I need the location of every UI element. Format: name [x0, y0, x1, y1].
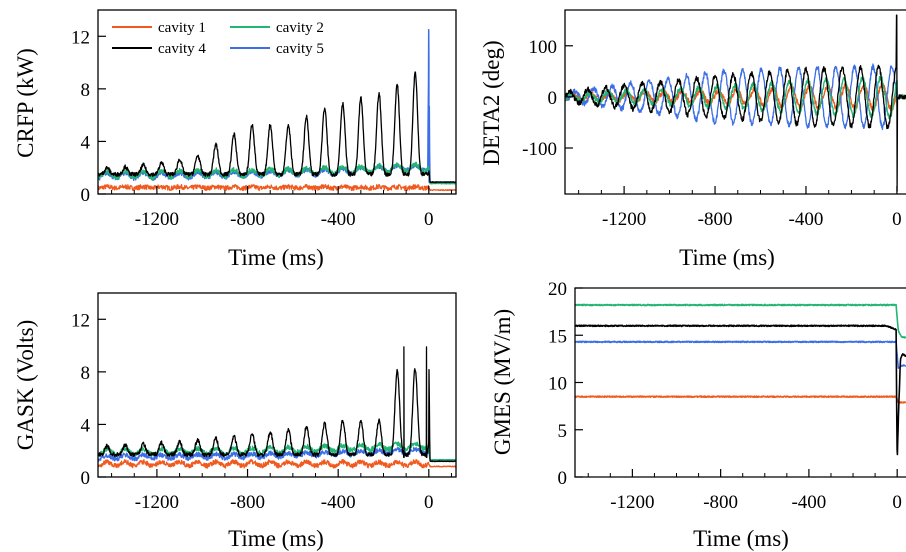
x-tick-label-crfp--400: -400 [321, 209, 356, 230]
x-tick-label-deta2--1200: -1200 [602, 209, 646, 230]
legend-label-cavity-1: cavity 1 [158, 20, 206, 36]
y-tick-label-deta2-100: 100 [529, 37, 558, 58]
legend-label-cavity-5: cavity 5 [276, 41, 324, 57]
x-tick-label-deta2--800: -800 [698, 209, 733, 230]
series-deta2-cavity-4 [565, 14, 906, 193]
ticks-crfp: -1200 -800 -400 0 0 4 8 12 [71, 27, 452, 230]
y-tick-label-gmes-5: 5 [558, 421, 568, 442]
plot-frame-crfp [97, 9, 457, 195]
plot-frame-gmes [574, 287, 906, 478]
y-tick-label-gmes-15: 15 [548, 326, 567, 347]
series-gask-cavity-1 [98, 458, 456, 469]
panel-deta2: -1200 -800 -400 0 -100 0 100 Time (ms) DETA2 (… [479, 9, 906, 270]
x-tick-label-gask--400: -400 [321, 492, 356, 513]
y-tick-label-gask-8: 8 [81, 363, 91, 384]
y-tick-label-deta2-0: 0 [548, 88, 558, 109]
x-tick-label-deta2--400: -400 [789, 209, 824, 230]
y-axis-title-crfp: CRFP (kW) [13, 48, 38, 158]
series-crfp-cavity-1 [98, 183, 456, 192]
ticks-gask: -1200 -800 -400 0 0 4 8 12 [71, 310, 452, 513]
y-tick-label-deta2--100: -100 [522, 139, 557, 160]
y-tick-label-gask-0: 0 [81, 468, 91, 489]
y-tick-label-crfp-8: 8 [81, 80, 91, 101]
x-tick-label-gmes-0: 0 [892, 492, 902, 513]
plot-frame-gask [97, 292, 457, 478]
x-tick-label-gask-0: 0 [424, 492, 434, 513]
x-tick-label-crfp--800: -800 [230, 209, 265, 230]
series-group-gask [98, 346, 456, 469]
x-axis-title-gask: Time (ms) [228, 526, 324, 551]
x-axis-title-gmes: Time (ms) [693, 526, 789, 551]
x-tick-label-gmes--800: -800 [703, 492, 738, 513]
series-gmes-cavity-2 [575, 303, 906, 339]
panel-gmes: -1200 -800 -400 0 0 5 10 15 20 Time (ms) GMES (M… [490, 279, 906, 551]
x-tick-label-crfp--1200: -1200 [135, 209, 179, 230]
x-axis-title-crfp: Time (ms) [228, 245, 324, 270]
series-group-deta2 [565, 14, 906, 193]
x-axis-title-deta2: Time (ms) [679, 245, 775, 270]
x-tick-label-crfp-0: 0 [424, 209, 434, 230]
y-axis-title-gask: GASK (Volts) [13, 320, 38, 451]
ticks-gmes: -1200 -800 -400 0 0 5 10 15 20 [548, 279, 902, 513]
y-tick-label-gmes-0: 0 [558, 468, 568, 489]
x-tick-label-gmes--400: -400 [791, 492, 826, 513]
x-tick-label-deta2-0: 0 [892, 209, 902, 230]
y-axis-title-deta2: DETA2 (deg) [479, 40, 504, 165]
panel-gask: -1200 -800 -400 0 0 4 8 12 Time (ms) GASK (Volt… [13, 292, 457, 551]
x-tick-label-gmes--1200: -1200 [610, 492, 654, 513]
series-crfp-cavity-4 [98, 71, 456, 184]
legend-label-cavity-2: cavity 2 [276, 20, 324, 36]
y-tick-label-gask-12: 12 [71, 310, 90, 331]
series-group-crfp [98, 29, 456, 192]
legend-label-cavity-4: cavity 4 [158, 41, 206, 57]
x-tick-label-gask--1200: -1200 [135, 492, 179, 513]
y-tick-label-crfp-0: 0 [81, 185, 91, 206]
y-tick-label-gmes-10: 10 [548, 374, 567, 395]
y-axis-title-gmes: GMES (MV/m) [490, 309, 515, 455]
series-gmes-cavity-1 [575, 395, 906, 404]
series-deta2-cavity-5 [565, 63, 906, 131]
ticks-deta2: -1200 -800 -400 0 -100 0 100 [522, 37, 901, 230]
series-gmes-cavity-4 [575, 324, 906, 456]
legend: cavity 1 cavity 2 cavity 4 cavity 5 [112, 20, 324, 57]
y-tick-label-gask-4: 4 [81, 415, 91, 436]
x-tick-label-gask--800: -800 [230, 492, 265, 513]
series-deta2-cavity-2 [565, 74, 906, 120]
y-tick-label-crfp-12: 12 [71, 27, 90, 48]
series-gmes-cavity-5 [575, 340, 906, 369]
series-gask-cavity-4 [98, 346, 456, 463]
y-tick-label-gmes-20: 20 [548, 279, 567, 300]
y-tick-label-crfp-4: 4 [81, 132, 91, 153]
series-group-gmes [575, 303, 906, 456]
plot-frame-deta2 [564, 9, 906, 195]
